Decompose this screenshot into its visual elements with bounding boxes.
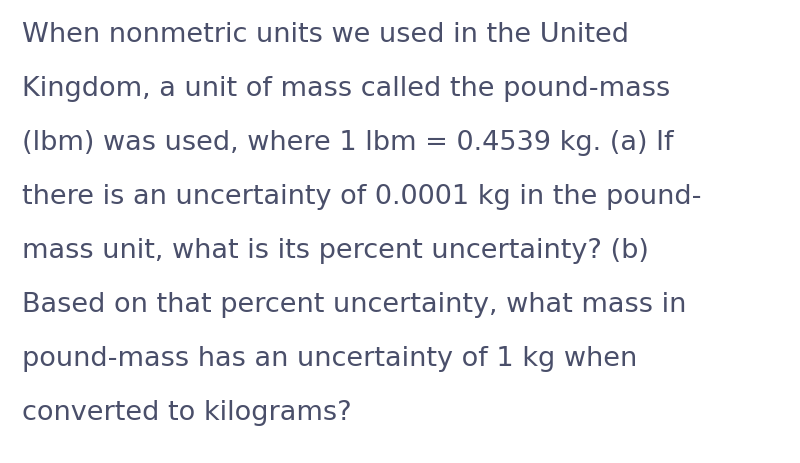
Text: When nonmetric units we used in the United: When nonmetric units we used in the Unit… [22, 22, 629, 48]
Text: Kingdom, a unit of mass called the pound-mass: Kingdom, a unit of mass called the pound… [22, 76, 670, 102]
Text: Based on that percent uncertainty, what mass in: Based on that percent uncertainty, what … [22, 291, 686, 317]
Text: converted to kilograms?: converted to kilograms? [22, 399, 352, 425]
Text: there is an uncertainty of 0.0001 kg in the pound-: there is an uncertainty of 0.0001 kg in … [22, 184, 702, 210]
Text: mass unit, what is its percent uncertainty? (b): mass unit, what is its percent uncertain… [22, 238, 649, 263]
Text: (lbm) was used, where 1 lbm = 0.4539 kg. (a) If: (lbm) was used, where 1 lbm = 0.4539 kg.… [22, 130, 674, 156]
Text: pound-mass has an uncertainty of 1 kg when: pound-mass has an uncertainty of 1 kg wh… [22, 345, 638, 371]
